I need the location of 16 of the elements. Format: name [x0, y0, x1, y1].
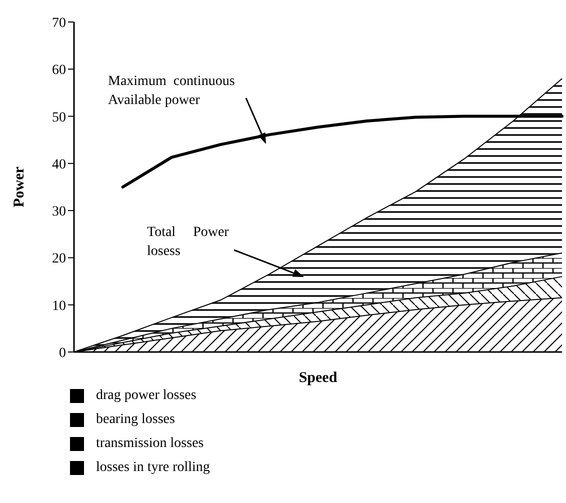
y-tick-label: 30	[52, 204, 66, 220]
legend-label: drag power losses	[96, 388, 196, 403]
y-tick-label: 10	[52, 298, 66, 314]
legend-label: transmission losses	[96, 436, 204, 451]
y-axis-title: Power	[11, 166, 28, 208]
legend-label: losses in tyre rolling	[96, 460, 210, 475]
annotation: Maximum continuous Available power	[108, 74, 235, 108]
y-tick-label: 40	[52, 157, 66, 172]
x-axis-title: Speed	[298, 370, 338, 386]
legend-label: bearing losses	[96, 412, 175, 427]
y-tick-label: 50	[52, 110, 66, 126]
annotation: Total Power losess	[147, 225, 230, 259]
y-tick-label: 0	[59, 346, 66, 361]
y-tick-label: 20	[52, 252, 66, 267]
y-tick-label: 70	[52, 16, 66, 31]
y-tick-label: 60	[52, 63, 66, 78]
